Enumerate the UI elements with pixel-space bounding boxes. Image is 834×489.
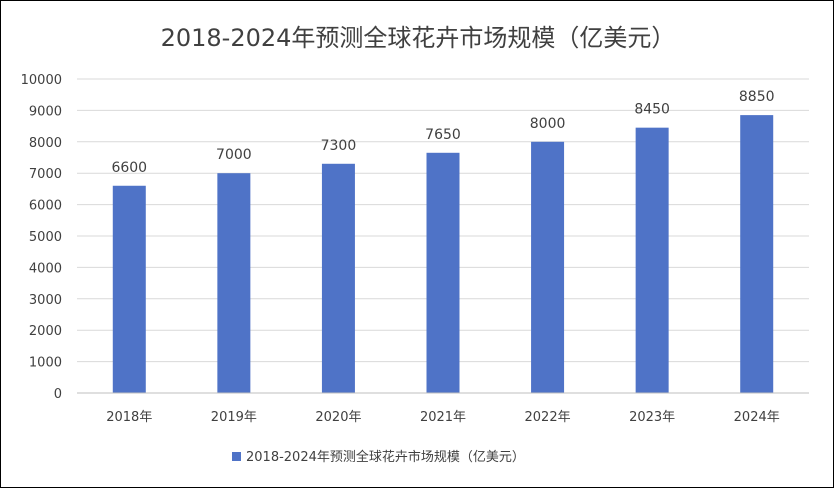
y-tick-label: 9000 [29, 104, 62, 119]
bar [426, 152, 460, 393]
data-label: 8000 [530, 116, 566, 132]
x-tick-label: 2019年 [211, 410, 257, 425]
data-label: 8850 [739, 89, 775, 105]
data-labels: 6600 7000 7300 7650 8000 8450 8850 [111, 89, 774, 176]
y-tick-label: 5000 [29, 230, 62, 245]
bar [740, 115, 774, 394]
bar [217, 173, 251, 393]
y-tick-label: 6000 [29, 199, 62, 214]
data-label: 7000 [216, 147, 252, 163]
legend: 2018-2024年预测全球花卉市场规模（亿美元） [232, 449, 525, 465]
x-tick-label: 2022年 [525, 410, 571, 425]
y-tick-label: 3000 [29, 293, 62, 308]
data-label: 7300 [321, 138, 357, 154]
y-tick-label: 1000 [29, 356, 62, 371]
legend-label: 2018-2024年预测全球花卉市场规模（亿美元） [246, 449, 525, 465]
x-tick-label: 2024年 [734, 410, 780, 425]
x-tick-label: 2020年 [315, 410, 361, 425]
y-tick-label: 2000 [29, 324, 62, 339]
x-axis-ticks: 2018年 2019年 2020年 2021年 2022年 2023年 2024年 [106, 410, 780, 425]
y-tick-label: 7000 [29, 167, 62, 182]
bar [531, 141, 565, 393]
bar [635, 127, 669, 394]
bar [321, 163, 355, 393]
legend-swatch [232, 452, 241, 461]
chart-title: 2018-2024年预测全球花卉市场规模（亿美元） [161, 24, 676, 52]
y-tick-label: 0 [54, 387, 62, 402]
y-tick-label: 10000 [21, 73, 62, 88]
x-tick-label: 2023年 [629, 410, 675, 425]
bars [112, 115, 774, 394]
data-label: 7650 [425, 127, 461, 143]
x-tick-label: 2018年 [106, 410, 152, 425]
y-tick-label: 4000 [29, 261, 62, 276]
data-label: 8450 [634, 102, 670, 118]
y-tick-label: 8000 [29, 136, 62, 151]
bar [112, 185, 146, 393]
data-label: 6600 [111, 160, 147, 176]
y-axis-ticks: 0 1000 2000 3000 4000 5000 6000 7000 8000 9000 100… [21, 73, 62, 402]
x-tick-label: 2021年 [420, 410, 466, 425]
